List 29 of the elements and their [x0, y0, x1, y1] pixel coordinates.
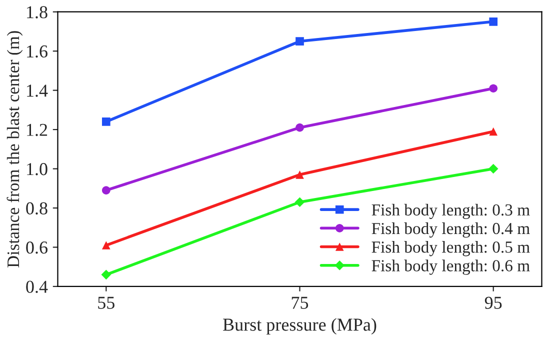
legend-label: Fish body length: 0.6 m	[372, 260, 530, 275]
point	[296, 170, 304, 179]
point	[489, 18, 498, 26]
point	[489, 84, 498, 93]
x-tick-label: 75	[292, 296, 308, 309]
y-tick-label: 1.0	[27, 163, 48, 176]
x-tick-label: 55	[98, 296, 114, 309]
point	[488, 164, 498, 174]
y-tick-label: 1.2	[27, 124, 48, 136]
x-tick-label: 95	[484, 296, 502, 309]
point	[296, 37, 304, 46]
point	[102, 186, 110, 195]
legend-label: Fish body length: 0.5 m	[372, 241, 530, 256]
point	[102, 241, 110, 250]
y-tick-label: 0.4	[26, 280, 48, 293]
y-tick-label: 1.8	[27, 6, 48, 18]
x-axis-title: Burst pressure (MPa)	[223, 318, 376, 334]
y-tick-label: 1.4	[27, 84, 48, 97]
point	[101, 270, 112, 280]
point	[294, 197, 305, 208]
point	[489, 127, 498, 136]
y-axis-title: Distance from the blast center (m)	[6, 31, 23, 268]
point	[296, 123, 304, 132]
y-tick-label: 1.6	[27, 45, 48, 58]
legend-label: Fish body length: 0.4 m	[372, 222, 530, 238]
y-tick-label: 0.8	[26, 202, 48, 215]
point	[102, 118, 110, 126]
legend-label: Fish body length: 0.3 m	[372, 204, 530, 219]
y-tick-label: 0.6	[26, 241, 48, 254]
